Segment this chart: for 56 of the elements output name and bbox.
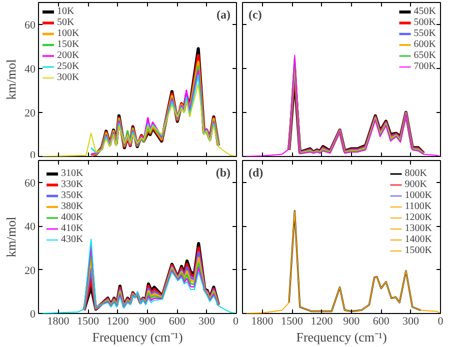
legend-label: 250K bbox=[57, 61, 80, 72]
legend-label: 410K bbox=[61, 223, 84, 234]
legend-label: 1200K bbox=[404, 212, 432, 223]
x-tick-label: 0 bbox=[233, 316, 239, 328]
x-tick-label: 1800 bbox=[251, 316, 274, 328]
annotation: (a) bbox=[216, 8, 231, 22]
legend-label: 550K bbox=[414, 28, 436, 39]
legend-label: 1500K bbox=[404, 245, 432, 256]
legend-label: 380K bbox=[61, 201, 84, 212]
legend-label: 400K bbox=[61, 212, 84, 223]
legend-label: 100K bbox=[57, 28, 80, 39]
x-tick-label: 300 bbox=[402, 316, 420, 328]
y-tick-label: 40 bbox=[24, 221, 36, 234]
y-axis-title: km/mol bbox=[4, 216, 18, 258]
legend-label: 200K bbox=[57, 50, 80, 61]
legend-label: 600K bbox=[414, 39, 436, 50]
x-tick-label: 600 bbox=[372, 316, 390, 328]
x-axis-title: Frequency (cm⁻¹) bbox=[296, 330, 387, 344]
legend-label: 50K bbox=[57, 17, 76, 28]
legend-label: 300K bbox=[57, 72, 80, 83]
legend-label: 500K bbox=[414, 17, 436, 28]
legend-label: 1400K bbox=[404, 234, 432, 245]
legend-label: 350K bbox=[61, 190, 84, 201]
y-tick-label: 60 bbox=[24, 177, 36, 190]
legend-label: 1300K bbox=[404, 223, 432, 234]
legend-label: 310K bbox=[61, 168, 84, 179]
x-tick-label: 600 bbox=[168, 316, 186, 328]
x-tick-label: 1500 bbox=[77, 316, 100, 328]
x-tick-label: 1200 bbox=[310, 316, 334, 328]
y-tick-label: 60 bbox=[24, 20, 36, 32]
x-tick-label: 900 bbox=[343, 316, 360, 328]
x-tick-label: 0 bbox=[438, 316, 444, 328]
y-axis-title: km/mol bbox=[4, 58, 18, 100]
x-axis-title: Frequency (cm⁻¹) bbox=[92, 330, 183, 344]
legend-label: 900K bbox=[404, 179, 427, 190]
legend-label: 330K bbox=[61, 179, 84, 190]
x-tick-label: 1500 bbox=[281, 316, 304, 328]
y-tick-label: 40 bbox=[24, 64, 36, 76]
x-tick-label: 1800 bbox=[47, 316, 70, 328]
x-tick-label: 300 bbox=[198, 316, 216, 328]
legend-label: 450K bbox=[414, 6, 436, 17]
annotation: (c) bbox=[248, 8, 262, 22]
y-tick-label: 20 bbox=[24, 264, 36, 277]
legend-label: 1100K bbox=[404, 201, 432, 212]
legend-label: 10K bbox=[57, 6, 76, 17]
legend-label: 150K bbox=[57, 39, 80, 50]
y-tick-label: 20 bbox=[24, 108, 36, 120]
x-tick-label: 1200 bbox=[106, 316, 130, 328]
x-tick-label: 900 bbox=[139, 316, 156, 328]
legend-label: 1000K bbox=[404, 190, 432, 201]
annotation: (b) bbox=[216, 166, 231, 180]
legend-label: 430K bbox=[61, 234, 84, 245]
legend-label: 700K bbox=[414, 61, 436, 72]
legend-label: 800K bbox=[404, 168, 427, 179]
annotation: (d) bbox=[248, 166, 264, 180]
legend-label: 650K bbox=[414, 50, 436, 61]
